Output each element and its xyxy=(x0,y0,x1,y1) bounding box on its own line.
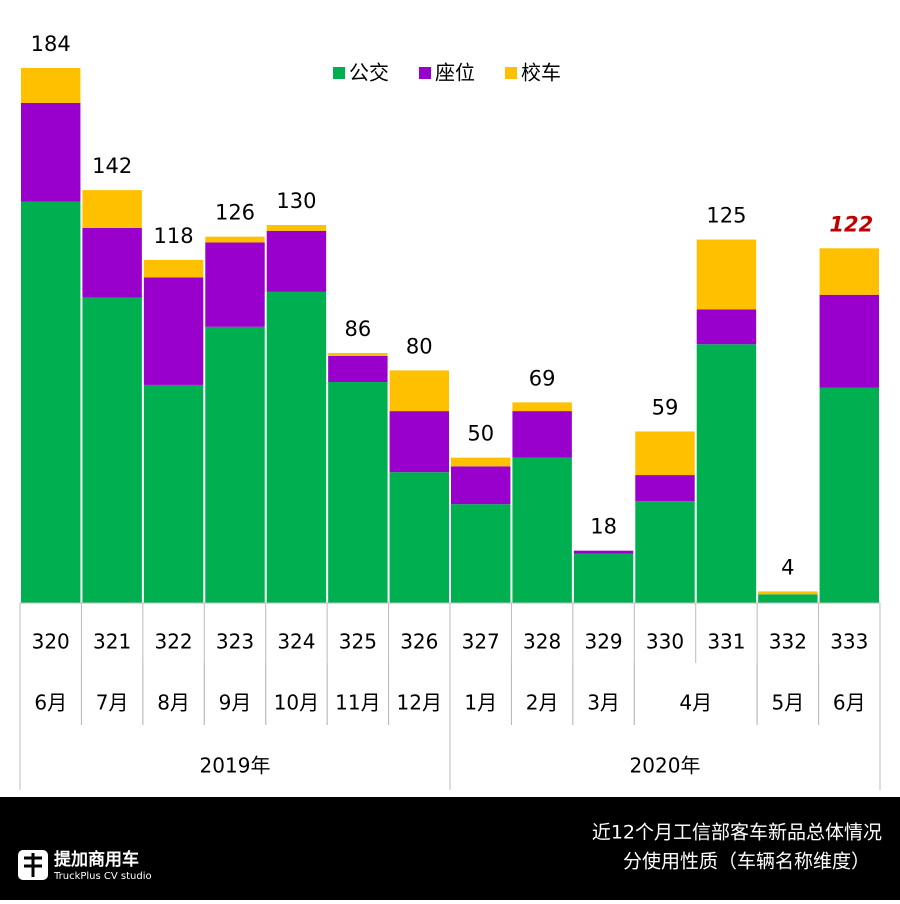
total-label: 122 xyxy=(829,212,873,236)
x-tick-label: 330 xyxy=(646,630,684,654)
logo-glyph xyxy=(24,853,42,877)
months-label: 11月 xyxy=(335,691,380,715)
footer-band xyxy=(0,797,900,900)
x-tick-label: 325 xyxy=(339,630,377,654)
caption: 分使用性质（车辆名称维度） xyxy=(623,851,870,873)
bar-segment xyxy=(635,475,695,502)
bar-segment xyxy=(21,201,81,603)
bar-segment xyxy=(819,387,879,603)
total-label: 80 xyxy=(406,334,433,358)
bar-segment xyxy=(205,236,265,243)
bar-segment xyxy=(758,591,818,595)
months-label: 7月 xyxy=(96,691,129,715)
months-label: 5月 xyxy=(771,691,804,715)
bar-segment xyxy=(819,248,879,295)
bar-segment xyxy=(389,411,449,473)
bar-segment xyxy=(696,309,757,345)
bar-segment xyxy=(512,402,572,412)
bar-segment xyxy=(21,68,81,103)
bar-segment xyxy=(82,190,142,228)
x-tick-label: 327 xyxy=(462,630,500,654)
bar-segment xyxy=(82,297,142,603)
x-tick-label: 323 xyxy=(216,630,254,654)
bar-segment xyxy=(573,553,634,603)
x-tick-label: 332 xyxy=(769,630,807,654)
bar-segment xyxy=(266,291,327,603)
months-label: 3月 xyxy=(587,691,620,715)
bar-segment xyxy=(328,355,388,383)
years-label: 2019年 xyxy=(200,754,271,778)
bar-segment xyxy=(451,466,511,505)
months-label: 6月 xyxy=(833,691,866,715)
x-tick-label: 331 xyxy=(707,630,745,654)
bar-segment xyxy=(512,457,572,603)
months-label: 12月 xyxy=(397,691,442,715)
bar-segment xyxy=(328,352,388,356)
x-tick-label: 324 xyxy=(277,630,315,654)
x-tick-label: 321 xyxy=(93,630,131,654)
x-tick-label: 333 xyxy=(830,630,868,654)
bar-segment xyxy=(758,594,818,603)
bar-segment xyxy=(635,431,695,476)
bar-segment xyxy=(573,550,634,554)
bar-segment xyxy=(266,225,327,231)
total-label: 130 xyxy=(276,189,316,213)
total-label: 86 xyxy=(344,317,371,341)
bar-segment xyxy=(451,457,511,467)
bar-segment xyxy=(328,382,388,603)
total-label: 184 xyxy=(31,32,71,56)
x-tick-label: 320 xyxy=(32,630,70,654)
bar-segment xyxy=(696,239,757,310)
legend-swatch xyxy=(419,67,431,79)
total-label: 4 xyxy=(781,555,794,579)
total-label: 118 xyxy=(154,224,194,248)
brand-sub: TruckPlus CV studio xyxy=(53,871,152,882)
bar-segment xyxy=(635,501,695,603)
bar-segment xyxy=(389,370,449,412)
total-label: 59 xyxy=(652,395,679,419)
total-label: 125 xyxy=(706,204,746,228)
x-tick-label: 328 xyxy=(523,630,561,654)
bar-segment xyxy=(266,230,327,292)
total-label: 142 xyxy=(92,154,132,178)
legend-swatch xyxy=(333,67,345,79)
months-label: 10月 xyxy=(274,691,319,715)
bar-segment xyxy=(389,472,449,603)
legend-label: 校车 xyxy=(521,61,561,85)
total-label: 50 xyxy=(467,422,494,446)
total-label: 18 xyxy=(590,515,617,539)
bar-segment xyxy=(451,504,511,603)
months-label: 4月 xyxy=(679,691,712,715)
legend-swatch xyxy=(505,67,517,79)
months-label: 1月 xyxy=(464,691,497,715)
months-label: 8月 xyxy=(157,691,190,715)
caption: 近12个月工信部客车新品总体情况 xyxy=(592,822,882,844)
bar-segment xyxy=(205,242,265,327)
bar-segment xyxy=(696,344,757,603)
bar-segment xyxy=(82,227,142,298)
years-label: 2020年 xyxy=(630,754,701,778)
legend-label: 公交 xyxy=(349,61,389,85)
x-tick-label: 322 xyxy=(154,630,192,654)
bar-segment xyxy=(512,411,572,458)
months-label: 2月 xyxy=(526,691,559,715)
bar-segment xyxy=(819,294,879,388)
bar-segment xyxy=(143,384,204,603)
bar-segment xyxy=(205,326,265,603)
months-label: 6月 xyxy=(34,691,67,715)
bar-segment xyxy=(143,259,204,278)
x-tick-label: 329 xyxy=(584,630,622,654)
total-label: 126 xyxy=(215,201,255,225)
total-label: 69 xyxy=(529,366,556,390)
brand: 提加商用车 xyxy=(54,849,139,870)
bar-segment xyxy=(143,277,204,385)
bar-segment xyxy=(21,102,81,202)
legend-label: 座位 xyxy=(435,61,475,85)
months-label: 9月 xyxy=(219,691,252,715)
x-tick-label: 326 xyxy=(400,630,438,654)
